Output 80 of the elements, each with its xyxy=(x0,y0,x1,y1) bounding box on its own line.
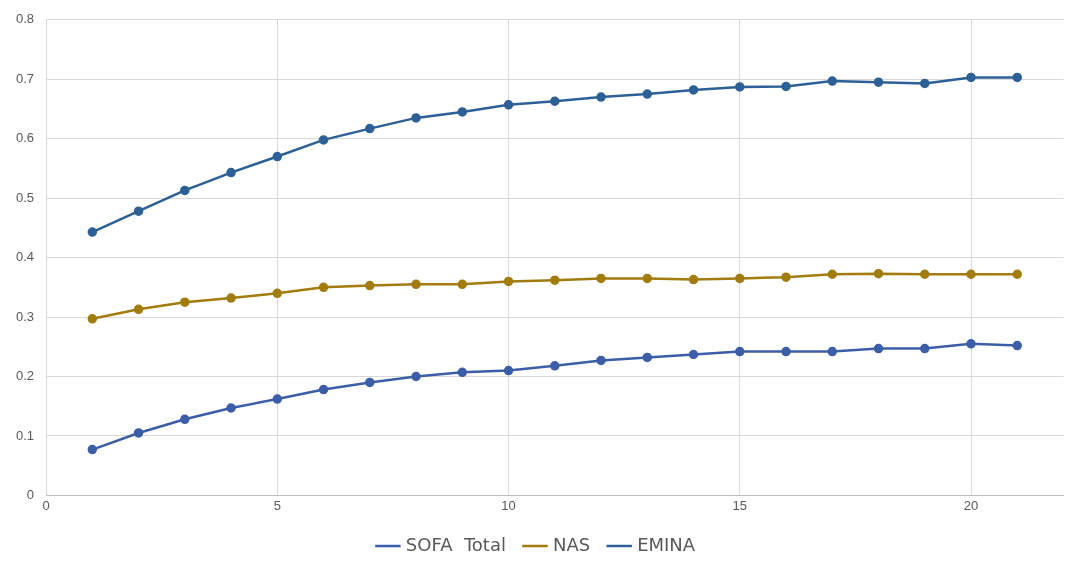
legend-label: SOFA Total xyxy=(405,533,506,555)
point xyxy=(550,275,560,285)
point xyxy=(226,403,236,413)
point xyxy=(550,96,560,106)
point xyxy=(365,280,375,291)
point xyxy=(920,343,930,354)
point xyxy=(873,77,884,87)
y-tick-label: 0.2 xyxy=(15,368,35,384)
point xyxy=(920,269,930,279)
point xyxy=(133,304,144,315)
point xyxy=(550,361,560,371)
point xyxy=(688,349,699,360)
point xyxy=(133,428,144,438)
point xyxy=(1012,340,1022,351)
point xyxy=(966,339,976,349)
y-tick-label: 0.3 xyxy=(15,308,35,324)
y-tick-label: 0.8 xyxy=(15,11,35,27)
point xyxy=(503,365,514,376)
legend-label: EMINA xyxy=(637,533,696,555)
x-tick-label: 5 xyxy=(273,497,281,513)
point xyxy=(503,276,514,287)
point xyxy=(966,72,976,83)
point xyxy=(596,92,606,102)
x-tick-label: 0 xyxy=(42,497,50,513)
point xyxy=(827,346,838,357)
y-tick-label: 0.6 xyxy=(15,130,35,146)
point xyxy=(272,151,283,162)
point xyxy=(272,288,283,299)
point xyxy=(642,352,653,363)
point xyxy=(318,384,329,395)
point xyxy=(1012,72,1022,83)
point xyxy=(688,274,699,285)
point xyxy=(226,293,236,303)
point xyxy=(365,123,375,134)
point xyxy=(411,371,421,382)
point xyxy=(457,279,468,290)
point xyxy=(873,343,884,354)
point xyxy=(87,227,98,237)
point xyxy=(133,206,144,216)
point xyxy=(873,268,884,279)
legend-label: NAS xyxy=(552,533,591,555)
point xyxy=(226,167,236,178)
point xyxy=(87,444,98,455)
point xyxy=(180,297,190,307)
x-tick-label: 15 xyxy=(732,497,748,513)
point xyxy=(642,273,653,284)
point xyxy=(411,113,421,123)
y-tick-label: 0.4 xyxy=(15,249,35,265)
point xyxy=(688,85,699,95)
point xyxy=(827,269,838,279)
y-tick-label: 0.5 xyxy=(15,189,35,205)
point xyxy=(503,100,514,110)
point xyxy=(180,414,190,425)
point xyxy=(735,346,745,357)
point xyxy=(781,81,791,92)
point xyxy=(87,314,98,324)
point xyxy=(318,135,329,145)
point xyxy=(411,279,421,290)
y-tick-label: 0 xyxy=(26,486,35,502)
point xyxy=(781,346,791,357)
point xyxy=(180,185,190,196)
point xyxy=(781,272,791,282)
point xyxy=(457,367,468,378)
point xyxy=(365,377,375,388)
x-tick-label: 20 xyxy=(963,497,979,513)
point xyxy=(735,82,745,92)
point xyxy=(596,273,606,284)
point xyxy=(596,355,606,366)
point xyxy=(272,394,283,404)
y-tick-label: 0.7 xyxy=(15,70,35,86)
point xyxy=(642,89,653,99)
y-tick-label: 0.1 xyxy=(15,427,35,443)
point xyxy=(457,107,468,117)
point xyxy=(318,282,329,293)
point xyxy=(920,78,930,89)
x-tick-label: 10 xyxy=(501,497,516,513)
point xyxy=(827,76,838,86)
point xyxy=(966,269,976,279)
point xyxy=(735,273,745,284)
point xyxy=(1012,269,1022,279)
